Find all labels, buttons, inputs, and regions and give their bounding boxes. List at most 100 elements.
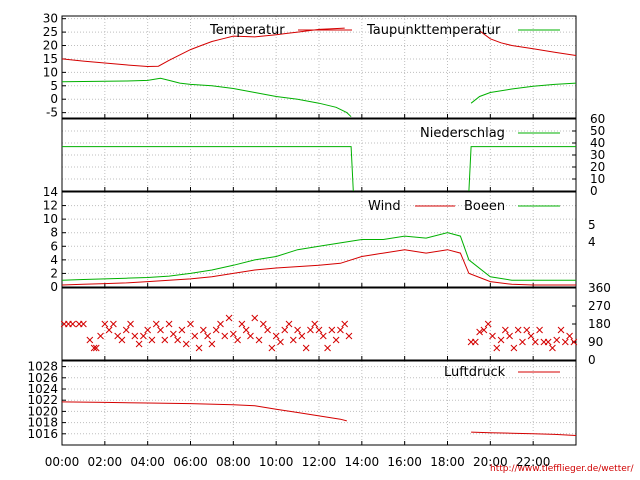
- wind-direction-point: [225, 314, 233, 322]
- wind-direction-point: [140, 332, 147, 340]
- wind-direction-point: [549, 344, 556, 352]
- x-tick-label: 14:00: [345, 455, 380, 469]
- wind-direction-point: [341, 320, 349, 328]
- wind-direction-point: [319, 332, 327, 340]
- taupunkttemperatur-line: [61, 77, 352, 118]
- wind-direction-point: [311, 320, 319, 328]
- precipitation-ytick-right-label: 40: [590, 136, 605, 150]
- wind-direction-ytick-right-label: 0: [588, 353, 596, 367]
- wind-direction-ytick-right-label: 360: [588, 281, 611, 295]
- wind-direction-ytick-right-label: 270: [588, 299, 611, 313]
- wind-ytick-label: 4: [50, 253, 58, 267]
- wind-direction-point: [337, 326, 344, 334]
- pressure-ytick-label: 1022: [27, 393, 58, 407]
- wind-direction-point: [324, 344, 331, 352]
- pressure-ytick-label: 1018: [27, 416, 58, 430]
- wind-ytick-label: 6: [50, 239, 58, 253]
- wind-direction-point: [332, 336, 340, 344]
- wind-direction-point: [234, 336, 241, 344]
- legend-boeen: Boeen: [464, 199, 505, 214]
- wind-direction-point: [561, 338, 569, 346]
- legend-taupunkttemperatur: Taupunkttemperatur: [366, 23, 501, 38]
- wind-direction-point: [523, 326, 531, 334]
- wind-direction-point: [480, 326, 488, 334]
- wind-direction-point: [307, 326, 314, 334]
- pressure-ytick-label: 1024: [27, 382, 58, 396]
- wind-direction-point: [208, 340, 216, 348]
- precipitation-ytick-right-label: 0: [590, 184, 598, 198]
- legend-wind: Wind: [368, 199, 401, 214]
- wind-direction-point: [501, 326, 509, 334]
- wind-direction-point: [92, 344, 100, 352]
- wind-direction-point: [122, 326, 130, 334]
- wind-direction-point: [557, 326, 565, 334]
- wind-direction-point: [268, 344, 276, 352]
- wind-direction-point: [165, 320, 173, 328]
- wind-direction-point: [493, 344, 501, 352]
- wind-direction-point: [497, 336, 505, 344]
- wind-direction-point: [570, 338, 578, 346]
- wind-direction-point: [161, 336, 169, 344]
- wind-direction-point: [238, 320, 246, 328]
- wind-direction-point: [281, 326, 289, 334]
- wind-direction-point: [105, 326, 113, 334]
- luftdruck-line: [471, 431, 577, 436]
- wind-ytick-label: 8: [50, 226, 58, 240]
- wind-direction-point: [289, 336, 297, 344]
- wind-direction-point: [110, 320, 117, 328]
- temperature-frame: [61, 15, 577, 119]
- wind-direction-point: [484, 320, 492, 328]
- taupunkttemperatur-line: [470, 82, 577, 104]
- pressure-ytick-label: 1026: [27, 371, 58, 385]
- temperatur-line: [61, 27, 345, 68]
- niederschlag-line: [62, 146, 354, 192]
- wind-direction-point: [510, 344, 518, 352]
- luftdruck-line: [61, 401, 347, 422]
- wind-direction-point: [229, 330, 237, 338]
- wind-direction-point: [527, 332, 535, 340]
- wind-direction-point: [514, 326, 522, 334]
- wind-direction-point: [255, 336, 263, 344]
- x-tick-label: 18:00: [430, 455, 465, 469]
- wind-direction-point: [302, 344, 310, 352]
- wind-direction-point: [277, 338, 284, 346]
- wind-direction-point: [97, 332, 104, 340]
- temperature-ytick-label: 30: [43, 12, 58, 26]
- wind-direction-point: [217, 320, 224, 328]
- wind-direction-point: [182, 340, 190, 348]
- wind-direction-point: [259, 320, 267, 328]
- credit-link[interactable]: http://www.tiefflieger.de/wetter/: [490, 464, 634, 474]
- niederschlag-line: [468, 146, 576, 192]
- wind-direction-point: [152, 320, 160, 328]
- x-tick-label: 04:00: [130, 455, 165, 469]
- wind-direction-point: [489, 332, 496, 340]
- temperature-ytick-label: -5: [46, 106, 58, 120]
- x-tick-label: 02:00: [88, 455, 123, 469]
- wind-frame: [61, 191, 577, 288]
- temperature-ytick-label: 15: [43, 52, 58, 66]
- temperatur-line: [479, 30, 577, 56]
- precipitation-ytick-right-label: 20: [590, 160, 605, 174]
- wind-direction-point: [272, 332, 280, 340]
- precipitation-ytick-right-label: 10: [590, 172, 605, 186]
- x-tick-label: 00:00: [45, 455, 80, 469]
- pressure-ytick-label: 1028: [27, 360, 58, 374]
- wind-line: [61, 249, 576, 286]
- precipitation-ytick-right-label: 50: [590, 124, 605, 138]
- wind-direction-point: [170, 330, 177, 338]
- temperature-ytick-label: 0: [50, 92, 58, 106]
- x-tick-label: 12:00: [302, 455, 337, 469]
- wind-direction-point: [69, 320, 77, 328]
- wind-direction-point: [506, 332, 513, 340]
- wind-direction-point: [536, 326, 543, 334]
- x-tick-label: 06:00: [173, 455, 208, 469]
- pressure-frame: [61, 360, 577, 446]
- wind-direction-point: [221, 332, 229, 340]
- temperature-ytick-label: 20: [43, 39, 58, 53]
- pressure-ytick-label: 1016: [27, 427, 58, 441]
- wind-ytick-right-label: 4: [588, 235, 596, 249]
- x-tick-label: 16:00: [387, 455, 422, 469]
- boeen-line: [61, 232, 576, 281]
- wind-direction-point: [174, 336, 182, 344]
